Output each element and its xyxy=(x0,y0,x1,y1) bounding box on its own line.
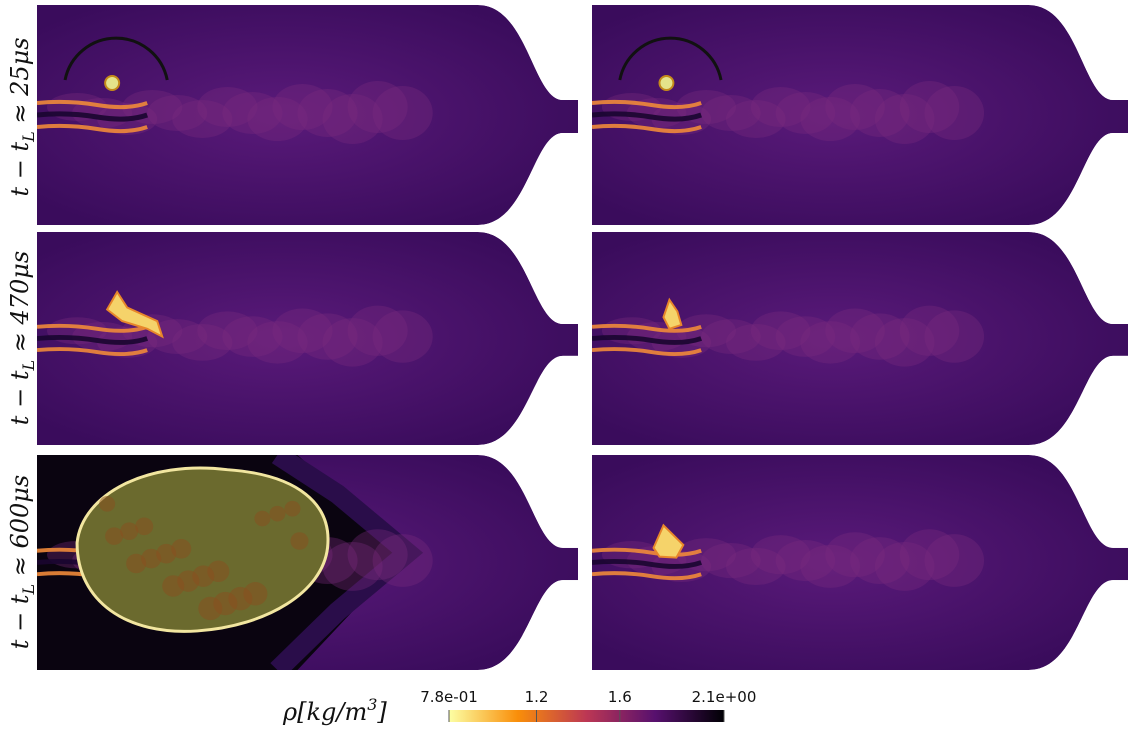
colorbar-tick-label: 2.1e+00 xyxy=(692,688,757,706)
kernel xyxy=(105,76,119,90)
sim-panel xyxy=(592,455,1128,670)
row-label-prefix: t − t xyxy=(6,142,34,197)
plume xyxy=(373,86,433,140)
row-label: t − tL ≈ 25μs xyxy=(6,37,38,196)
kernel xyxy=(659,76,673,90)
panel-content xyxy=(592,232,1128,445)
flame-texture xyxy=(254,511,270,527)
row-label-prefix: t − t xyxy=(6,594,34,649)
colorbar-tick-label: 7.8e-01 xyxy=(420,688,478,706)
flame-texture xyxy=(99,496,115,512)
row-label-suffix: ≈ 25μs xyxy=(6,37,34,131)
plume xyxy=(373,534,433,587)
panel-content xyxy=(37,5,578,225)
colorbar-label: ρ[kg/m3] xyxy=(282,695,387,726)
row-label-suffix: ≈ 600μs xyxy=(6,475,34,584)
colorbar-label-end: ] xyxy=(376,698,387,726)
row-label-sub: L xyxy=(19,131,38,143)
plume xyxy=(925,310,985,362)
plume xyxy=(925,86,985,140)
panel-content xyxy=(592,5,1128,225)
flame-texture xyxy=(198,597,222,620)
flame-texture xyxy=(290,532,308,550)
colorbar-tick-label: 1.6 xyxy=(608,688,632,706)
row-label-suffix: ≈ 470μs xyxy=(6,251,34,360)
sim-panel xyxy=(592,232,1128,445)
panel-content xyxy=(37,232,578,445)
panel-content xyxy=(37,455,578,670)
figure: t − tL ≈ 25μst − tL ≈ 470μst − tL ≈ 600μ… xyxy=(0,0,1142,731)
plume xyxy=(925,534,985,587)
flame-texture xyxy=(105,527,123,545)
flame-texture xyxy=(126,554,146,574)
colorbar-label-sup: 3 xyxy=(367,695,377,714)
panel-content xyxy=(592,455,1128,670)
colorbar-bar xyxy=(449,710,724,722)
colorbar-label-main: ρ[kg/m xyxy=(282,698,367,726)
row-label-prefix: t − t xyxy=(6,370,34,425)
row-label: t − tL ≈ 600μs xyxy=(6,475,38,649)
colorbar-tick-label: 1.2 xyxy=(525,688,549,706)
row-label-sub: L xyxy=(19,360,38,372)
sim-panel xyxy=(37,232,578,445)
sim-panel xyxy=(592,5,1128,225)
flame-texture xyxy=(284,501,300,517)
sim-panel xyxy=(37,5,578,225)
sim-panel xyxy=(37,455,578,670)
row-label: t − tL ≈ 470μs xyxy=(6,251,38,425)
plume xyxy=(373,310,433,362)
flame-texture xyxy=(162,575,184,597)
row-label-sub: L xyxy=(19,584,38,596)
flame-texture xyxy=(269,506,285,522)
panels xyxy=(37,5,1128,670)
colorbar: 7.8e-01 1.2 1.6 2.1e+00 ρ[kg/m3] xyxy=(282,688,756,726)
